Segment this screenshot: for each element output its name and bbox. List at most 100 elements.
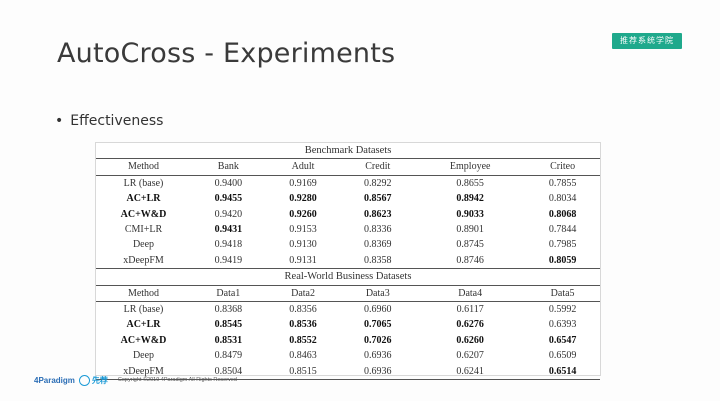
value-text: 0.8623 [364,208,392,220]
column-header: Data4 [415,285,526,303]
xianjian-logo: 先荐 [78,374,108,386]
value-cell: 0.6393 [525,317,600,332]
column-header: Employee [415,158,526,176]
value-text: 0.7026 [364,334,392,346]
value-cell: 0.8552 [266,333,341,348]
value-cell: 0.7855 [525,175,600,191]
method-cell: AC+W&D [96,333,191,348]
method-label: xDeepFM [123,254,164,266]
value-text: 0.5992 [548,304,577,316]
method-cell: AC+LR [96,317,191,332]
value-text: 0.7844 [548,224,577,236]
value-text: 0.9418 [214,239,243,251]
value-text: 0.6241 [456,365,484,377]
value-cell: 0.6509 [525,348,600,363]
value-cell: 0.7065 [340,317,415,332]
table-row: AC+W&D 0.8531 0.8552 0.7026 0.6260 0.6547 [96,333,600,348]
bullet-text: Effectiveness [70,113,164,129]
column-header: Method [96,158,191,176]
section-caption: Benchmark Datasets [96,143,600,160]
value-cell: 0.9033 [415,207,525,222]
value-cell: 0.8655 [415,175,525,191]
value-text: 0.8368 [214,304,243,316]
value-cell: 0.9260 [266,207,341,222]
value-text: 0.9420 [214,208,243,220]
value-cell: 0.7985 [525,237,600,252]
value-text: 0.7065 [364,319,392,331]
value-text: 0.7985 [548,239,577,251]
method-label: LR (base) [123,177,164,189]
column-header: Data5 [525,285,600,303]
value-text: 0.6509 [548,350,577,362]
results-table: Benchmark Datasets Method Bank Adult Credit E… [96,143,600,381]
value-cell: 0.8901 [415,222,525,237]
value-cell: 0.9153 [266,222,341,237]
table-row: LR (base) 0.9400 0.9169 0.8292 0.8655 0.7855 [96,175,600,191]
table-row: Deep 0.8479 0.8463 0.6936 0.6207 0.6509 [96,348,600,363]
method-label: LR (base) [123,304,164,316]
value-cell: 0.9169 [266,175,341,191]
value-cell: 0.9131 [265,252,341,270]
column-header: Data1 [191,285,266,303]
table-row: AC+LR 0.9455 0.9280 0.8567 0.8942 0.8034 [96,191,600,206]
value-cell: 0.9280 [266,191,341,206]
value-text: 0.6260 [456,334,484,346]
value-text: 0.8369 [364,239,392,251]
column-header: Data3 [340,285,416,303]
value-cell: 0.8369 [340,237,415,252]
value-cell: 0.8536 [266,317,341,332]
value-cell: 0.8068 [525,207,600,222]
method-cell: LR (base) [96,175,191,191]
business-section: Real-World Business Datasets Method Data1 D… [96,268,600,381]
value-text: 0.9419 [214,254,243,266]
value-cell: 0.6514 [525,363,600,381]
method-cell: LR (base) [96,302,191,318]
xianjian-logo-icon [78,374,90,386]
value-text: 0.8356 [289,304,317,316]
value-cell: 0.9130 [266,237,341,252]
value-text: 0.8942 [456,193,484,205]
value-cell: 0.8942 [415,191,525,206]
value-text: 0.8901 [456,224,484,236]
section-caption: Real-World Business Datasets [96,268,600,286]
value-cell: 0.9455 [191,191,266,206]
value-text: 0.9153 [289,224,317,236]
value-text: 0.8336 [364,224,392,236]
footer: 4Paradigm 先荐 Copyright ©2019 4Paradigm A… [34,372,237,388]
value-text: 0.8745 [456,239,484,251]
value-cell: 0.8034 [525,191,600,206]
header-row: Method Data1 Data2 Data3 Data4 Data5 [96,285,600,303]
value-text: 0.8655 [456,177,484,189]
value-cell: 0.8336 [340,222,415,237]
slide-title: AutoCross - Experiments [57,38,396,69]
value-cell: 0.8623 [340,207,415,222]
method-cell: Deep [96,237,191,252]
method-label: AC+W&D [120,334,167,346]
value-text: 0.6276 [456,319,484,331]
value-text: 0.8358 [364,254,392,266]
value-cell: 0.6207 [415,348,525,363]
value-text: 0.8567 [364,193,392,205]
value-cell: 0.8292 [340,175,415,191]
value-cell: 0.5992 [525,302,600,318]
value-text: 0.9169 [289,177,317,189]
table-row: LR (base) 0.8368 0.8356 0.6960 0.6117 0.5992 [96,302,600,318]
column-header: Credit [340,158,416,176]
method-cell: Deep [96,348,191,363]
value-text: 0.8059 [548,254,577,266]
value-cell: 0.9418 [191,237,266,252]
table-row: CMI+LR 0.9431 0.9153 0.8336 0.8901 0.7844 [96,222,600,237]
value-cell: 0.8463 [266,348,341,363]
xianjian-logo-text: 先荐 [91,375,108,385]
method-label: Deep [132,239,155,251]
value-text: 0.6936 [364,350,392,362]
value-cell: 0.7026 [340,333,415,348]
bullet-item: • Effectiveness [55,113,163,129]
method-cell: xDeepFM [96,363,191,381]
section-caption-row: Benchmark Datasets [96,143,600,160]
value-text: 0.8463 [289,350,317,362]
benchmark-section: Benchmark Datasets Method Bank Adult Credit E… [96,143,600,270]
value-cell: 0.9420 [191,207,266,222]
method-cell: AC+LR [96,191,191,206]
